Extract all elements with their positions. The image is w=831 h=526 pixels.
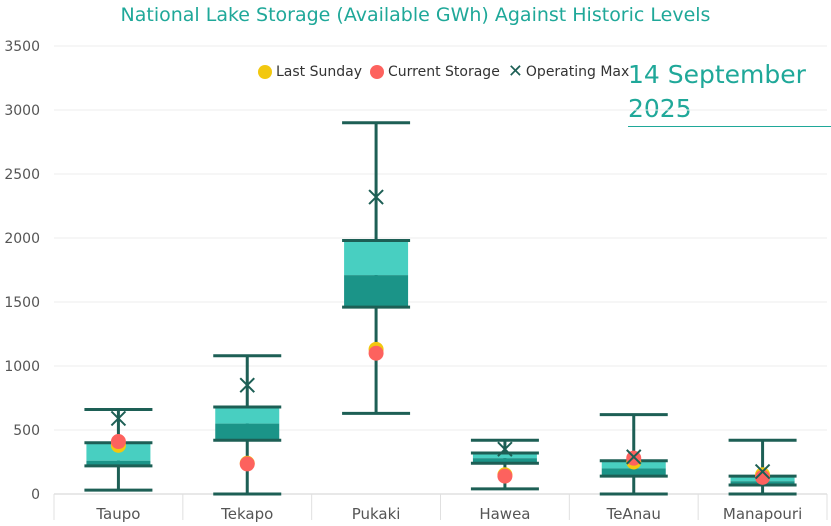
point-operating-max xyxy=(368,189,384,205)
legend-marker-operating-max: ✕ xyxy=(507,61,523,82)
x-tick-label: TeAnau xyxy=(606,505,661,523)
date-label: 14 September 2025 xyxy=(628,58,831,127)
y-tick-label: 500 xyxy=(13,423,40,439)
operating-max-stroke xyxy=(239,377,255,393)
legend-label-last-sunday: Last Sunday xyxy=(276,64,362,80)
y-tick-label: 2500 xyxy=(4,167,40,183)
y-tick-label: 3000 xyxy=(4,103,40,119)
x-tick-label: Hawea xyxy=(479,505,530,523)
chart-title: National Lake Storage (Available GWh) Ag… xyxy=(120,4,711,26)
x-tick-label: Pukaki xyxy=(352,505,401,523)
box-upper-quartile xyxy=(215,406,280,424)
box-lower-quartile xyxy=(472,458,537,464)
point-current-storage xyxy=(497,468,513,484)
point-operating-max xyxy=(754,463,771,480)
box-upper-quartile xyxy=(344,240,409,276)
point-operating-max xyxy=(626,449,642,465)
box-lower-quartile xyxy=(86,460,151,466)
operating-max-stroke xyxy=(497,441,513,457)
operating-max-stroke xyxy=(626,449,642,465)
x-tick-label: Tekapo xyxy=(220,505,273,523)
box-upper-quartile xyxy=(472,453,537,459)
chart-legend: Last Sunday Current Storage ✕ Operating … xyxy=(258,61,637,82)
box-lower-quartile xyxy=(344,275,409,308)
y-tick-label: 1000 xyxy=(4,359,40,375)
operating-max-stroke xyxy=(754,463,771,480)
point-operating-max xyxy=(110,410,127,427)
y-tick-label: 3500 xyxy=(4,39,40,55)
point-operating-max xyxy=(239,377,255,393)
point-operating-max xyxy=(497,441,513,457)
legend-item-current-storage[interactable]: Current Storage xyxy=(370,64,500,80)
box-lower-quartile xyxy=(215,423,280,441)
legend-item-last-sunday[interactable]: Last Sunday xyxy=(258,64,362,80)
point-current-storage xyxy=(368,345,384,361)
date-label-line2: 2025 xyxy=(628,94,692,123)
legend-marker-last-sunday xyxy=(258,65,272,79)
operating-max-stroke xyxy=(368,189,384,205)
date-label-line1: 14 September xyxy=(628,60,806,89)
legend-marker-current-storage xyxy=(370,65,384,79)
box-lower-quartile xyxy=(601,468,666,477)
y-tick-label: 1500 xyxy=(4,295,40,311)
point-current-storage xyxy=(110,434,126,450)
legend-label-operating-max: Operating Max xyxy=(525,64,630,80)
x-tick-label: Manapouri xyxy=(723,505,802,523)
x-tick-label: Taupo xyxy=(95,505,140,523)
y-tick-label: 2000 xyxy=(4,231,40,247)
y-tick-label: 0 xyxy=(31,487,40,503)
operating-max-stroke xyxy=(110,410,127,427)
point-current-storage xyxy=(239,456,255,472)
legend-item-operating-max[interactable]: ✕ Operating Max xyxy=(507,61,630,82)
point-current-storage xyxy=(755,469,771,485)
legend-label-current-storage: Current Storage xyxy=(388,64,500,80)
